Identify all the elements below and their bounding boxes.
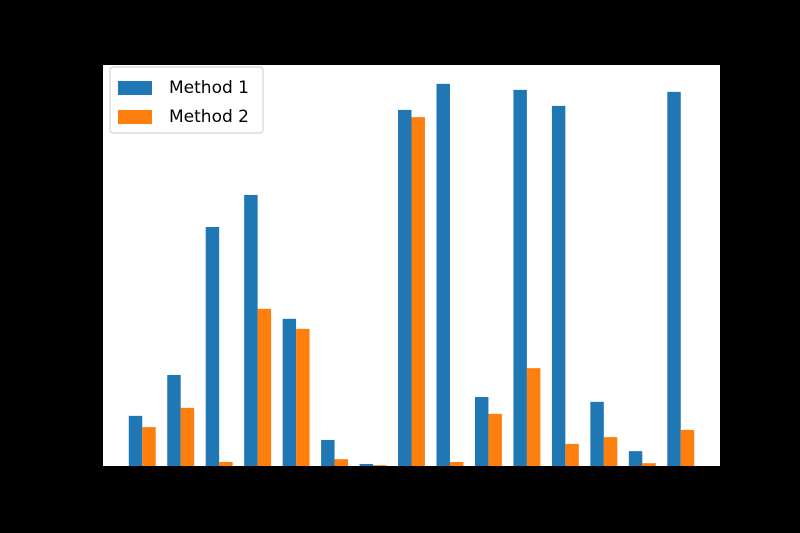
bar [488,413,502,466]
bar [513,89,527,466]
bar [359,463,374,466]
bar [436,83,450,467]
bar [398,109,412,467]
bar [667,91,681,466]
bar [334,459,349,466]
bar [282,318,297,466]
legend-swatch [118,110,152,124]
bar [474,397,489,466]
bar [167,374,181,466]
bar [219,461,233,466]
bar [526,368,541,466]
bar [180,407,195,466]
bar [628,451,643,466]
legend-swatch [118,81,152,95]
legend-label: Method 1 [169,78,249,98]
bar [257,308,272,466]
bar [642,463,656,466]
bar [411,117,425,466]
bar [373,465,387,466]
bar [551,105,566,466]
bar [449,461,464,466]
bar [128,415,143,466]
bar [321,439,335,466]
bar [296,328,310,466]
bar [680,429,695,466]
bar [205,227,220,466]
legend-label: Method 2 [169,107,249,127]
bar [590,401,604,466]
bar [565,443,579,466]
bar [142,427,156,466]
bar [603,437,618,466]
bar [244,194,258,466]
